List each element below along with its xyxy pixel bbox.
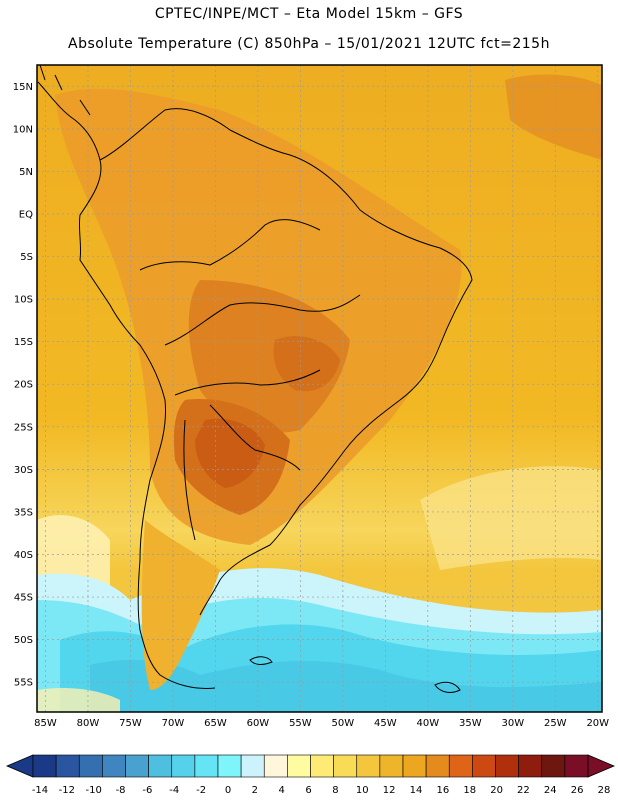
latitude-label: 20S bbox=[14, 380, 33, 391]
colorbar-swatch bbox=[448, 754, 473, 778]
latitude-label: EQ bbox=[19, 209, 33, 220]
latitude-label: 5S bbox=[20, 252, 33, 263]
latitude-label: 45S bbox=[14, 593, 33, 604]
longitude-label: 70W bbox=[162, 718, 185, 729]
longitude-label: 35W bbox=[459, 718, 482, 729]
colorbar-swatch bbox=[495, 754, 519, 778]
longitude-label: 80W bbox=[77, 718, 100, 729]
latitude-label: 30S bbox=[14, 465, 33, 476]
colorbar-swatch bbox=[379, 754, 404, 778]
colorbar-swatch bbox=[32, 754, 57, 778]
latitude-label: 5N bbox=[19, 167, 33, 178]
colorbar-tick-label: -6 bbox=[142, 785, 152, 796]
longitude-label: 40W bbox=[417, 718, 440, 729]
colorbar-arrow-left bbox=[5, 754, 34, 778]
colorbar-swatch bbox=[541, 754, 566, 778]
colorbar-tick-label: 28 bbox=[598, 785, 611, 796]
colorbar-tick-label: -12 bbox=[59, 785, 75, 796]
colorbar-swatch bbox=[78, 754, 103, 778]
colorbar-swatch bbox=[356, 754, 381, 778]
colorbar-swatch bbox=[148, 754, 173, 778]
colorbar-tick-label: 12 bbox=[383, 785, 396, 796]
colorbar-swatch bbox=[240, 754, 265, 778]
longitude-label: 60W bbox=[247, 718, 270, 729]
colorbar-tick-label: 14 bbox=[410, 785, 423, 796]
longitude-label: 30W bbox=[501, 718, 524, 729]
longitude-label: 65W bbox=[204, 718, 227, 729]
colorbar-swatch bbox=[472, 754, 496, 778]
colorbar-tick-label: 6 bbox=[305, 785, 311, 796]
colorbar-tick-label: 0 bbox=[225, 785, 231, 796]
colorbar-swatch bbox=[217, 754, 242, 778]
latitude-label: 55S bbox=[14, 678, 33, 689]
longitude-label: 25W bbox=[544, 718, 567, 729]
longitude-label: 50W bbox=[332, 718, 355, 729]
colorbar: -14 -12 -10 -8 -6 -4 -2 0 2 4 6 8 10 12 14 16 18 20 22 24 26… bbox=[5, 754, 616, 796]
colorbar-tick-label: 18 bbox=[463, 785, 476, 796]
latitude-label: 10N bbox=[13, 124, 33, 135]
colorbar-swatch bbox=[171, 754, 196, 778]
colorbar-swatch bbox=[518, 754, 543, 778]
colorbar-tick-label: 20 bbox=[490, 785, 503, 796]
colorbar-tick-label: 26 bbox=[571, 785, 584, 796]
colorbar-swatch bbox=[425, 754, 450, 778]
colorbar-tick-label: 16 bbox=[436, 785, 449, 796]
colorbar-tick-label: 22 bbox=[517, 785, 530, 796]
colorbar-swatch bbox=[263, 754, 288, 778]
coastline bbox=[37, 65, 473, 693]
colorbar-tick-label: 2 bbox=[252, 785, 258, 796]
colorbar-tick-label: 24 bbox=[544, 785, 557, 796]
colorbar-tick-label: -2 bbox=[196, 785, 206, 796]
longitude-label: 20W bbox=[586, 718, 609, 729]
latitude-label: 50S bbox=[14, 635, 33, 646]
longitude-label: 45W bbox=[374, 718, 397, 729]
longitude-labels: 85W 80W 75W 70W 65W 60W 55W 50W 45W 40W 35W 30W 25W 2… bbox=[34, 718, 609, 729]
longitude-label: 75W bbox=[119, 718, 142, 729]
latitude-label: 40S bbox=[14, 550, 33, 561]
colorbar-swatch bbox=[564, 754, 589, 778]
colorbar-tick-label: 4 bbox=[279, 785, 285, 796]
latitude-label: 10S bbox=[14, 295, 33, 306]
title-line-2: Absolute Temperature (C) 850hPa – 15/01/… bbox=[68, 36, 550, 52]
latitude-label: 35S bbox=[14, 507, 33, 518]
colorbar-swatch bbox=[402, 754, 427, 778]
longitude-label: 85W bbox=[34, 718, 57, 729]
latitude-label: 15N bbox=[13, 82, 33, 93]
title-line-1: CPTEC/INPE/MCT – Eta Model 15km – GFS bbox=[154, 6, 464, 22]
colorbar-tick-label: -14 bbox=[32, 785, 48, 796]
grid-lines bbox=[37, 65, 602, 712]
colorbar-swatch bbox=[55, 754, 80, 778]
colorbar-arrow-right bbox=[587, 754, 616, 778]
colorbar-swatch bbox=[310, 754, 334, 778]
colorbar-tick-label: -10 bbox=[86, 785, 102, 796]
latitude-label: 15S bbox=[14, 337, 33, 348]
colorbar-tick-label: -4 bbox=[169, 785, 179, 796]
colorbar-swatch bbox=[102, 754, 126, 778]
colorbar-tick-label: -8 bbox=[116, 785, 126, 796]
latitude-labels: 15N 10N 5N EQ 5S 10S 15S 20S 25S 30S 35S 40S 45S 50S 5… bbox=[13, 82, 33, 689]
colorbar-tick-label: 8 bbox=[332, 785, 338, 796]
latitude-label: 25S bbox=[14, 422, 33, 433]
colorbar-swatch bbox=[287, 754, 311, 778]
map-frame bbox=[36, 64, 603, 713]
colorbar-swatch bbox=[194, 754, 219, 778]
colorbar-swatch bbox=[125, 754, 149, 778]
temperature-field bbox=[37, 65, 602, 712]
colorbar-swatch bbox=[333, 754, 358, 778]
longitude-label: 55W bbox=[289, 718, 312, 729]
colorbar-tick-label: 10 bbox=[356, 785, 369, 796]
